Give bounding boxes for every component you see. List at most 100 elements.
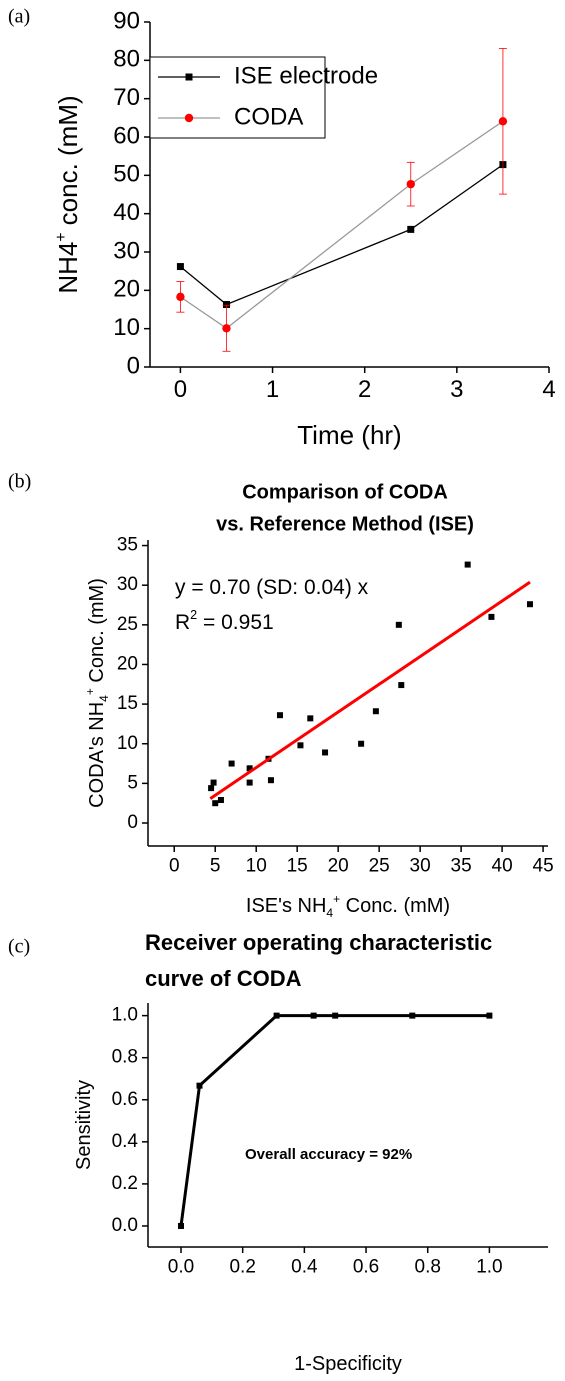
marker <box>228 760 235 767</box>
marker <box>210 779 217 786</box>
y-tick-label: 0.4 <box>112 1131 139 1152</box>
text-part: + <box>53 233 70 242</box>
x-tick-label: 3 <box>450 376 463 403</box>
y-tick-label: 0.8 <box>112 1047 138 1068</box>
marker <box>267 777 274 784</box>
fit-line <box>209 580 531 800</box>
marker <box>322 749 329 756</box>
y-tick-label: 15 <box>117 693 138 714</box>
text-part: 4 <box>326 906 333 920</box>
y-tick-label: 0.2 <box>112 1173 138 1194</box>
marker <box>395 621 402 628</box>
marker <box>196 1082 203 1089</box>
x-tick-label: 20 <box>328 855 349 876</box>
marker <box>208 785 215 792</box>
y-tick-label: 40 <box>113 199 140 226</box>
legend-marker <box>185 73 193 81</box>
marker <box>177 1222 184 1229</box>
text-part: NH4 <box>53 242 83 294</box>
marker <box>398 682 405 689</box>
x-tick-label: 15 <box>287 855 308 876</box>
y-axis-label: Sensitivity <box>73 1080 95 1170</box>
y-tick-label: 60 <box>113 122 140 149</box>
x-tick-label: 2 <box>358 376 371 403</box>
panel-label: (c) <box>8 936 30 958</box>
y-tick-label: 0.6 <box>112 1089 138 1110</box>
x-tick-label: 0 <box>169 855 180 876</box>
panel-label: (a) <box>8 6 30 28</box>
series-line <box>179 164 504 306</box>
x-tick-label: 45 <box>533 855 554 876</box>
chart-title: curve of CODA <box>145 966 302 991</box>
y-axis-label: CODA's NH4+ Conc. (mM) <box>83 578 111 808</box>
marker <box>372 708 379 715</box>
marker <box>526 601 533 608</box>
marker <box>406 179 415 189</box>
text-part: 4 <box>97 695 111 702</box>
x-tick-label: 0.4 <box>291 1256 318 1277</box>
legend-label: CODA <box>234 103 303 130</box>
marker <box>310 1012 317 1019</box>
marker <box>222 301 230 309</box>
text-part: Overall accuracy = 92% <box>245 1146 412 1163</box>
x-tick-label: 0 <box>174 376 187 403</box>
annotation: R2 = 0.951 <box>175 608 274 633</box>
marker <box>498 117 508 126</box>
marker <box>307 715 314 722</box>
y-tick-label: 30 <box>117 574 138 595</box>
x-tick-label: 0.2 <box>229 1256 255 1277</box>
x-tick-label: 35 <box>451 855 472 876</box>
y-axis-label: NH4+ conc. (mM) <box>53 95 83 293</box>
panel-label: (b) <box>8 471 31 493</box>
legend-label: ISE electrode <box>234 62 378 89</box>
y-tick-label: 70 <box>113 84 140 111</box>
text-part: + <box>333 892 340 906</box>
series-line <box>180 120 504 330</box>
legend-marker <box>184 113 194 123</box>
y-tick-label: 5 <box>127 772 138 793</box>
y-tick-label: 35 <box>117 535 138 556</box>
y-tick-label: 50 <box>113 161 140 188</box>
x-tick-label: 0.0 <box>168 1256 194 1277</box>
x-tick-label: 25 <box>369 855 390 876</box>
y-tick-label: 0 <box>127 812 138 833</box>
x-tick-label: 5 <box>210 855 221 876</box>
text-part: ISE's NH <box>246 895 327 917</box>
chart-title: Comparison of CODA <box>242 481 448 503</box>
y-tick-label: 1.0 <box>112 1005 138 1026</box>
marker <box>246 765 253 772</box>
x-axis-label: Time (hr) <box>297 420 401 450</box>
y-tick-label: 20 <box>113 276 140 303</box>
text-part: = 0.951 <box>197 611 273 634</box>
marker <box>464 561 471 568</box>
marker <box>276 712 283 719</box>
marker <box>246 779 253 786</box>
x-axis-label: ISE's NH4+ Conc. (mM) <box>246 892 450 920</box>
text-part: Sensitivity <box>73 1080 95 1170</box>
x-tick-label: 30 <box>410 855 431 876</box>
marker <box>488 613 495 620</box>
annotation: Overall accuracy = 92% <box>245 1146 412 1163</box>
chart-title: vs. Reference Method (ISE) <box>216 513 474 535</box>
text-part: Conc. (mM) <box>86 578 108 688</box>
chart-title: Receiver operating characteristic <box>145 930 492 955</box>
y-tick-label: 90 <box>113 7 140 34</box>
legend-box <box>149 56 326 139</box>
y-tick-label: 20 <box>117 653 138 674</box>
x-axis-label: 1-Specificity <box>294 1353 402 1375</box>
text-part: conc. (mM) <box>53 95 83 232</box>
y-tick-label: 0 <box>127 352 140 379</box>
marker <box>273 1012 280 1019</box>
series-line <box>179 1014 490 1227</box>
text-part: + <box>83 688 97 695</box>
y-tick-label: 0.0 <box>112 1215 138 1236</box>
marker <box>409 1012 416 1019</box>
x-tick-label: 1.0 <box>476 1256 502 1277</box>
annotation: y = 0.70 (SD: 0.04) x <box>175 576 369 599</box>
y-tick-label: 30 <box>113 237 140 264</box>
text-part: R <box>175 611 190 634</box>
text-part: y = 0.70 (SD: 0.04) x <box>175 576 369 599</box>
text-part: CODA's NH <box>86 702 108 808</box>
marker <box>407 225 415 233</box>
